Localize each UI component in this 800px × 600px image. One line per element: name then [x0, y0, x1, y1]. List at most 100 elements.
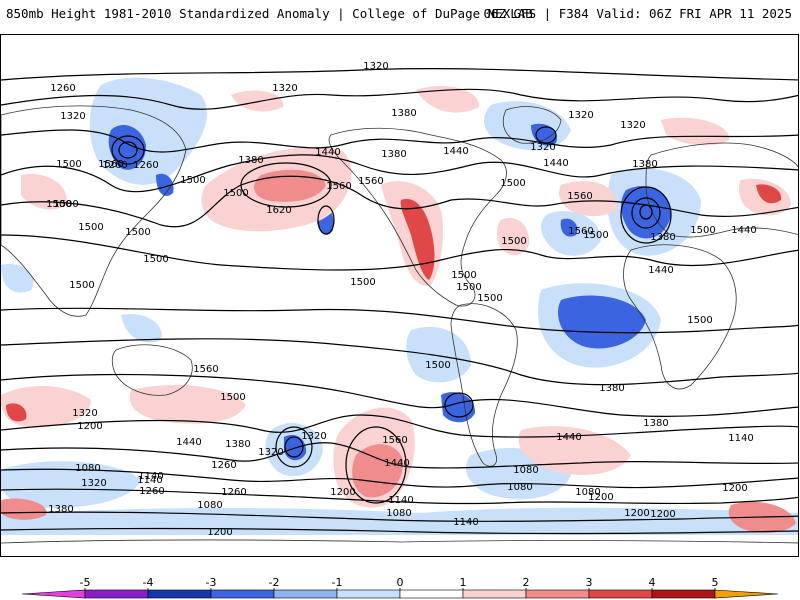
- contour-label: 1320: [72, 408, 97, 419]
- contour-label: 1260: [221, 487, 246, 498]
- contour-label: 1320: [620, 120, 645, 131]
- contour-closed-low: [620, 186, 672, 244]
- contour-label: 1380: [391, 108, 416, 119]
- contour-label: 1200: [207, 527, 232, 538]
- neg-anomaly-region: [560, 218, 578, 237]
- pos-anomaly-region: [400, 199, 435, 280]
- contour-label: 1140: [728, 433, 753, 444]
- contour-closed-low: [275, 426, 313, 468]
- contour-label: 1500: [456, 282, 481, 293]
- neg-anomaly-region: [531, 123, 557, 146]
- contour-closed-low: [111, 135, 145, 165]
- map-title: 850mb Height 1981-2010 Standardized Anom…: [6, 6, 533, 21]
- contour-line: [1, 68, 798, 81]
- contour-line: [1, 414, 798, 438]
- neg-anomaly-region: [121, 314, 162, 343]
- south-america-outline: [450, 303, 518, 467]
- contour-line: [1, 338, 798, 386]
- contour-label: 1500: [125, 227, 150, 238]
- contour-label: 1500: [690, 225, 715, 236]
- contour-label: 1500: [451, 270, 476, 281]
- contour-line: [1, 129, 798, 153]
- contour-line: [1, 468, 798, 489]
- neg-anomaly-region: [558, 295, 646, 349]
- contour-label: 1200: [330, 487, 355, 498]
- contour-label: 1500: [350, 277, 375, 288]
- colorbar: -5 -4 -3 -2 -1 0 1 2 3 4 5: [0, 570, 800, 600]
- neg-anomaly-region: [108, 125, 146, 170]
- contour-label: 1080: [513, 465, 538, 476]
- contour-label: 1560: [193, 364, 218, 375]
- contour-line: [1, 88, 798, 110]
- contour-line: [1, 527, 798, 535]
- contour-label: 1380: [599, 383, 624, 394]
- colorbar-segment: [399, 589, 464, 599]
- contour-label: 1380: [650, 232, 675, 243]
- contour-closed-low: [444, 392, 474, 418]
- contour-line: [1, 373, 798, 417]
- colorbar-tick-label: 0: [396, 576, 404, 589]
- colorbar-segment: [588, 589, 653, 599]
- contour-label: 1440: [543, 158, 568, 169]
- colorbar-segment: [336, 589, 401, 599]
- contour-label: 1440: [443, 146, 468, 157]
- pos-anomaly-region: [21, 174, 67, 210]
- contour-closed-high: [345, 426, 407, 504]
- australia-outline: [111, 344, 193, 396]
- contour-closed-low: [631, 197, 661, 229]
- contour-label: 1140: [453, 517, 478, 528]
- contour-label: 1320: [272, 83, 297, 94]
- contour-label: 1260: [139, 486, 164, 497]
- colorbar-segment: [462, 589, 527, 599]
- colorbar-segment: [714, 589, 779, 599]
- header-bar: 850mb Height 1981-2010 Standardized Anom…: [0, 0, 800, 34]
- contour-label: 1560: [382, 435, 407, 446]
- contour-label: 1380: [632, 159, 657, 170]
- contour-line: [1, 307, 798, 334]
- contour-label: 1200: [588, 492, 613, 503]
- pos-anomaly-region: [661, 117, 730, 146]
- pos-anomaly-region: [352, 444, 404, 498]
- colorbar-tick-label: 5: [711, 576, 719, 589]
- colorbar-tick-label: 3: [585, 576, 593, 589]
- contour-label: 1500: [180, 175, 205, 186]
- contour-label: 1260: [102, 160, 127, 171]
- neg-anomaly-region: [1, 264, 34, 293]
- contour-label: 1320: [363, 61, 388, 72]
- contour-label: 1500: [220, 392, 245, 403]
- pos-anomaly-region: [756, 184, 782, 204]
- colorbar-tick-label: 1: [459, 576, 467, 589]
- contour-label: 1320: [81, 478, 106, 489]
- contour-label: 1080: [507, 482, 532, 493]
- pos-anomaly-region: [416, 86, 480, 113]
- contour-label: 1080: [75, 463, 100, 474]
- contour-closed-high: [240, 162, 332, 208]
- model-run-label: 06Z GFS | F384 Valid: 06Z FRI APR 11 202…: [483, 6, 792, 21]
- contour-closed-low: [118, 141, 138, 159]
- contour-label: 1320: [301, 431, 326, 442]
- neg-anomaly-region: [406, 326, 471, 383]
- contour-label: 1500: [46, 199, 71, 210]
- contour-label: 1560: [568, 226, 593, 237]
- pos-anomaly-region: [518, 426, 631, 475]
- contour-label: 1500: [477, 293, 502, 304]
- contour-label: 1320: [568, 110, 593, 121]
- contour-label: 1260: [211, 460, 236, 471]
- colorbar-segment: [525, 589, 590, 599]
- contour-line: [1, 511, 798, 522]
- contour-label: 1320: [258, 447, 283, 458]
- pos-anomaly-region: [558, 181, 617, 217]
- contour-line: [1, 175, 798, 228]
- contour-label: 1320: [530, 142, 555, 153]
- contour-label: 1560: [326, 181, 351, 192]
- contour-label: 1500: [78, 222, 103, 233]
- contour-label: 1500: [69, 280, 94, 291]
- contour-label: 1500: [687, 315, 712, 326]
- contour-line: [1, 234, 798, 271]
- africa-outline: [623, 244, 737, 390]
- greenland-outline: [502, 106, 562, 144]
- contour-label: 1440: [648, 265, 673, 276]
- colorbar-tick-label: -1: [331, 576, 343, 589]
- pos-anomaly-region: [6, 403, 27, 422]
- contour-label: 1260: [133, 160, 158, 171]
